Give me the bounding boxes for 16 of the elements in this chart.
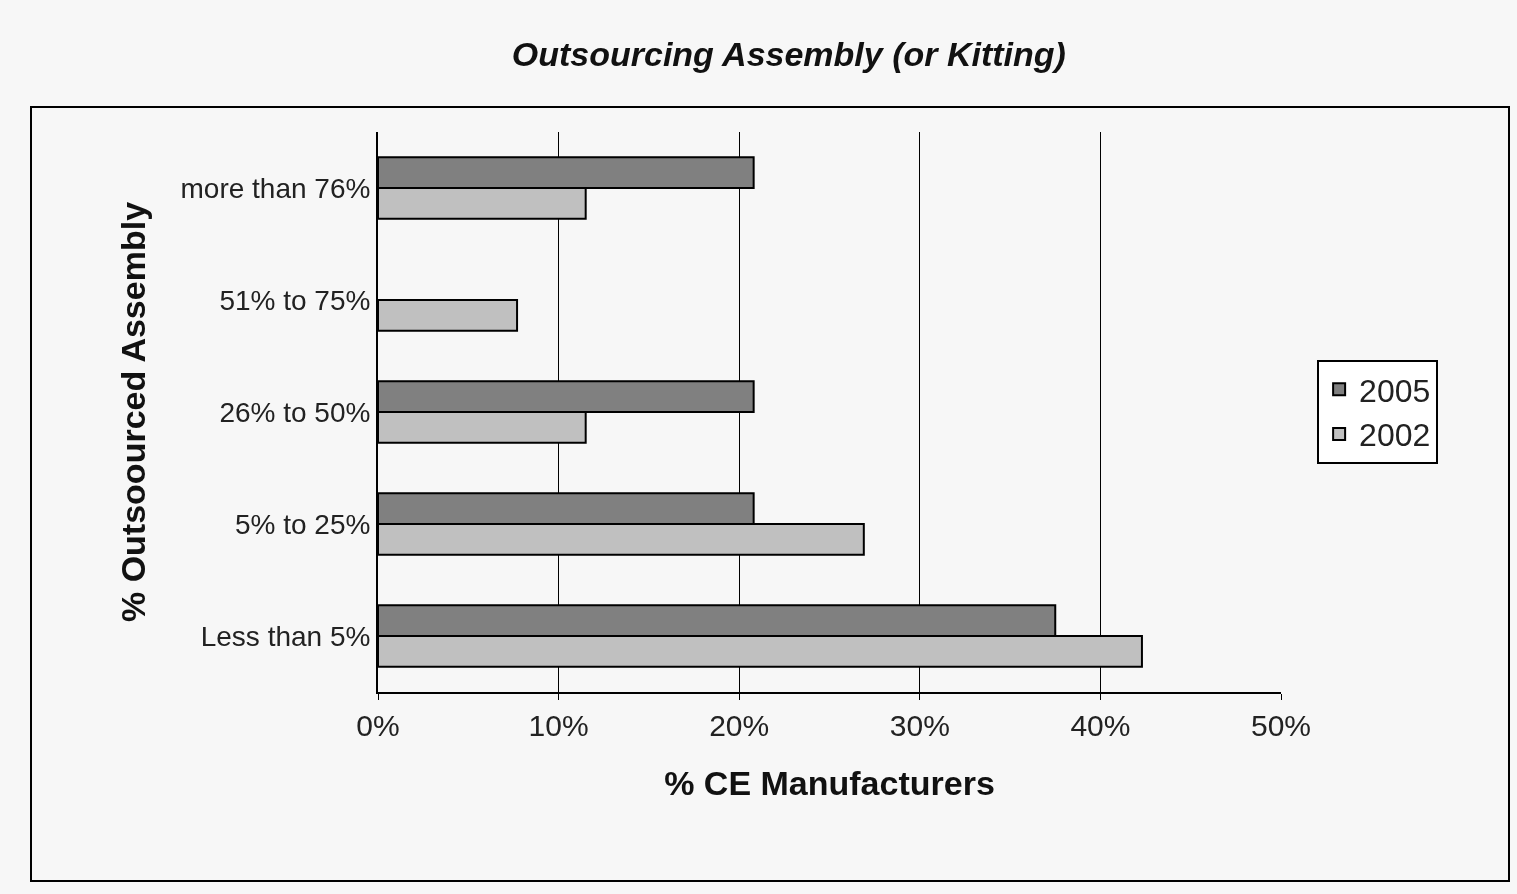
y-tick-label: 51% to 75% (219, 284, 371, 316)
legend-label: 2002 (1359, 417, 1431, 454)
legend-label: 2005 (1359, 372, 1431, 409)
x-tick-label: 20% (709, 709, 770, 742)
y-tick-label: Less than 5% (200, 620, 371, 652)
y-tick-label: more than 76% (180, 172, 371, 204)
x-tick-label: 30% (889, 709, 950, 742)
x-tick-label: 50% (1250, 709, 1312, 742)
x-axis-title: % CE Manufacturers (664, 763, 995, 802)
y-tick-label: 5% to 25% (234, 508, 371, 540)
x-tick-label: 40% (1070, 709, 1131, 742)
x-tick-label: 10% (528, 709, 589, 742)
y-tick-label: 26% to 50% (219, 396, 371, 428)
chart-title: Outsourcing Assembly (or Kitting) (511, 34, 1066, 73)
x-tick-label: 0% (356, 709, 400, 742)
y-axis-title: % Outsoourced Assembly (113, 201, 152, 623)
